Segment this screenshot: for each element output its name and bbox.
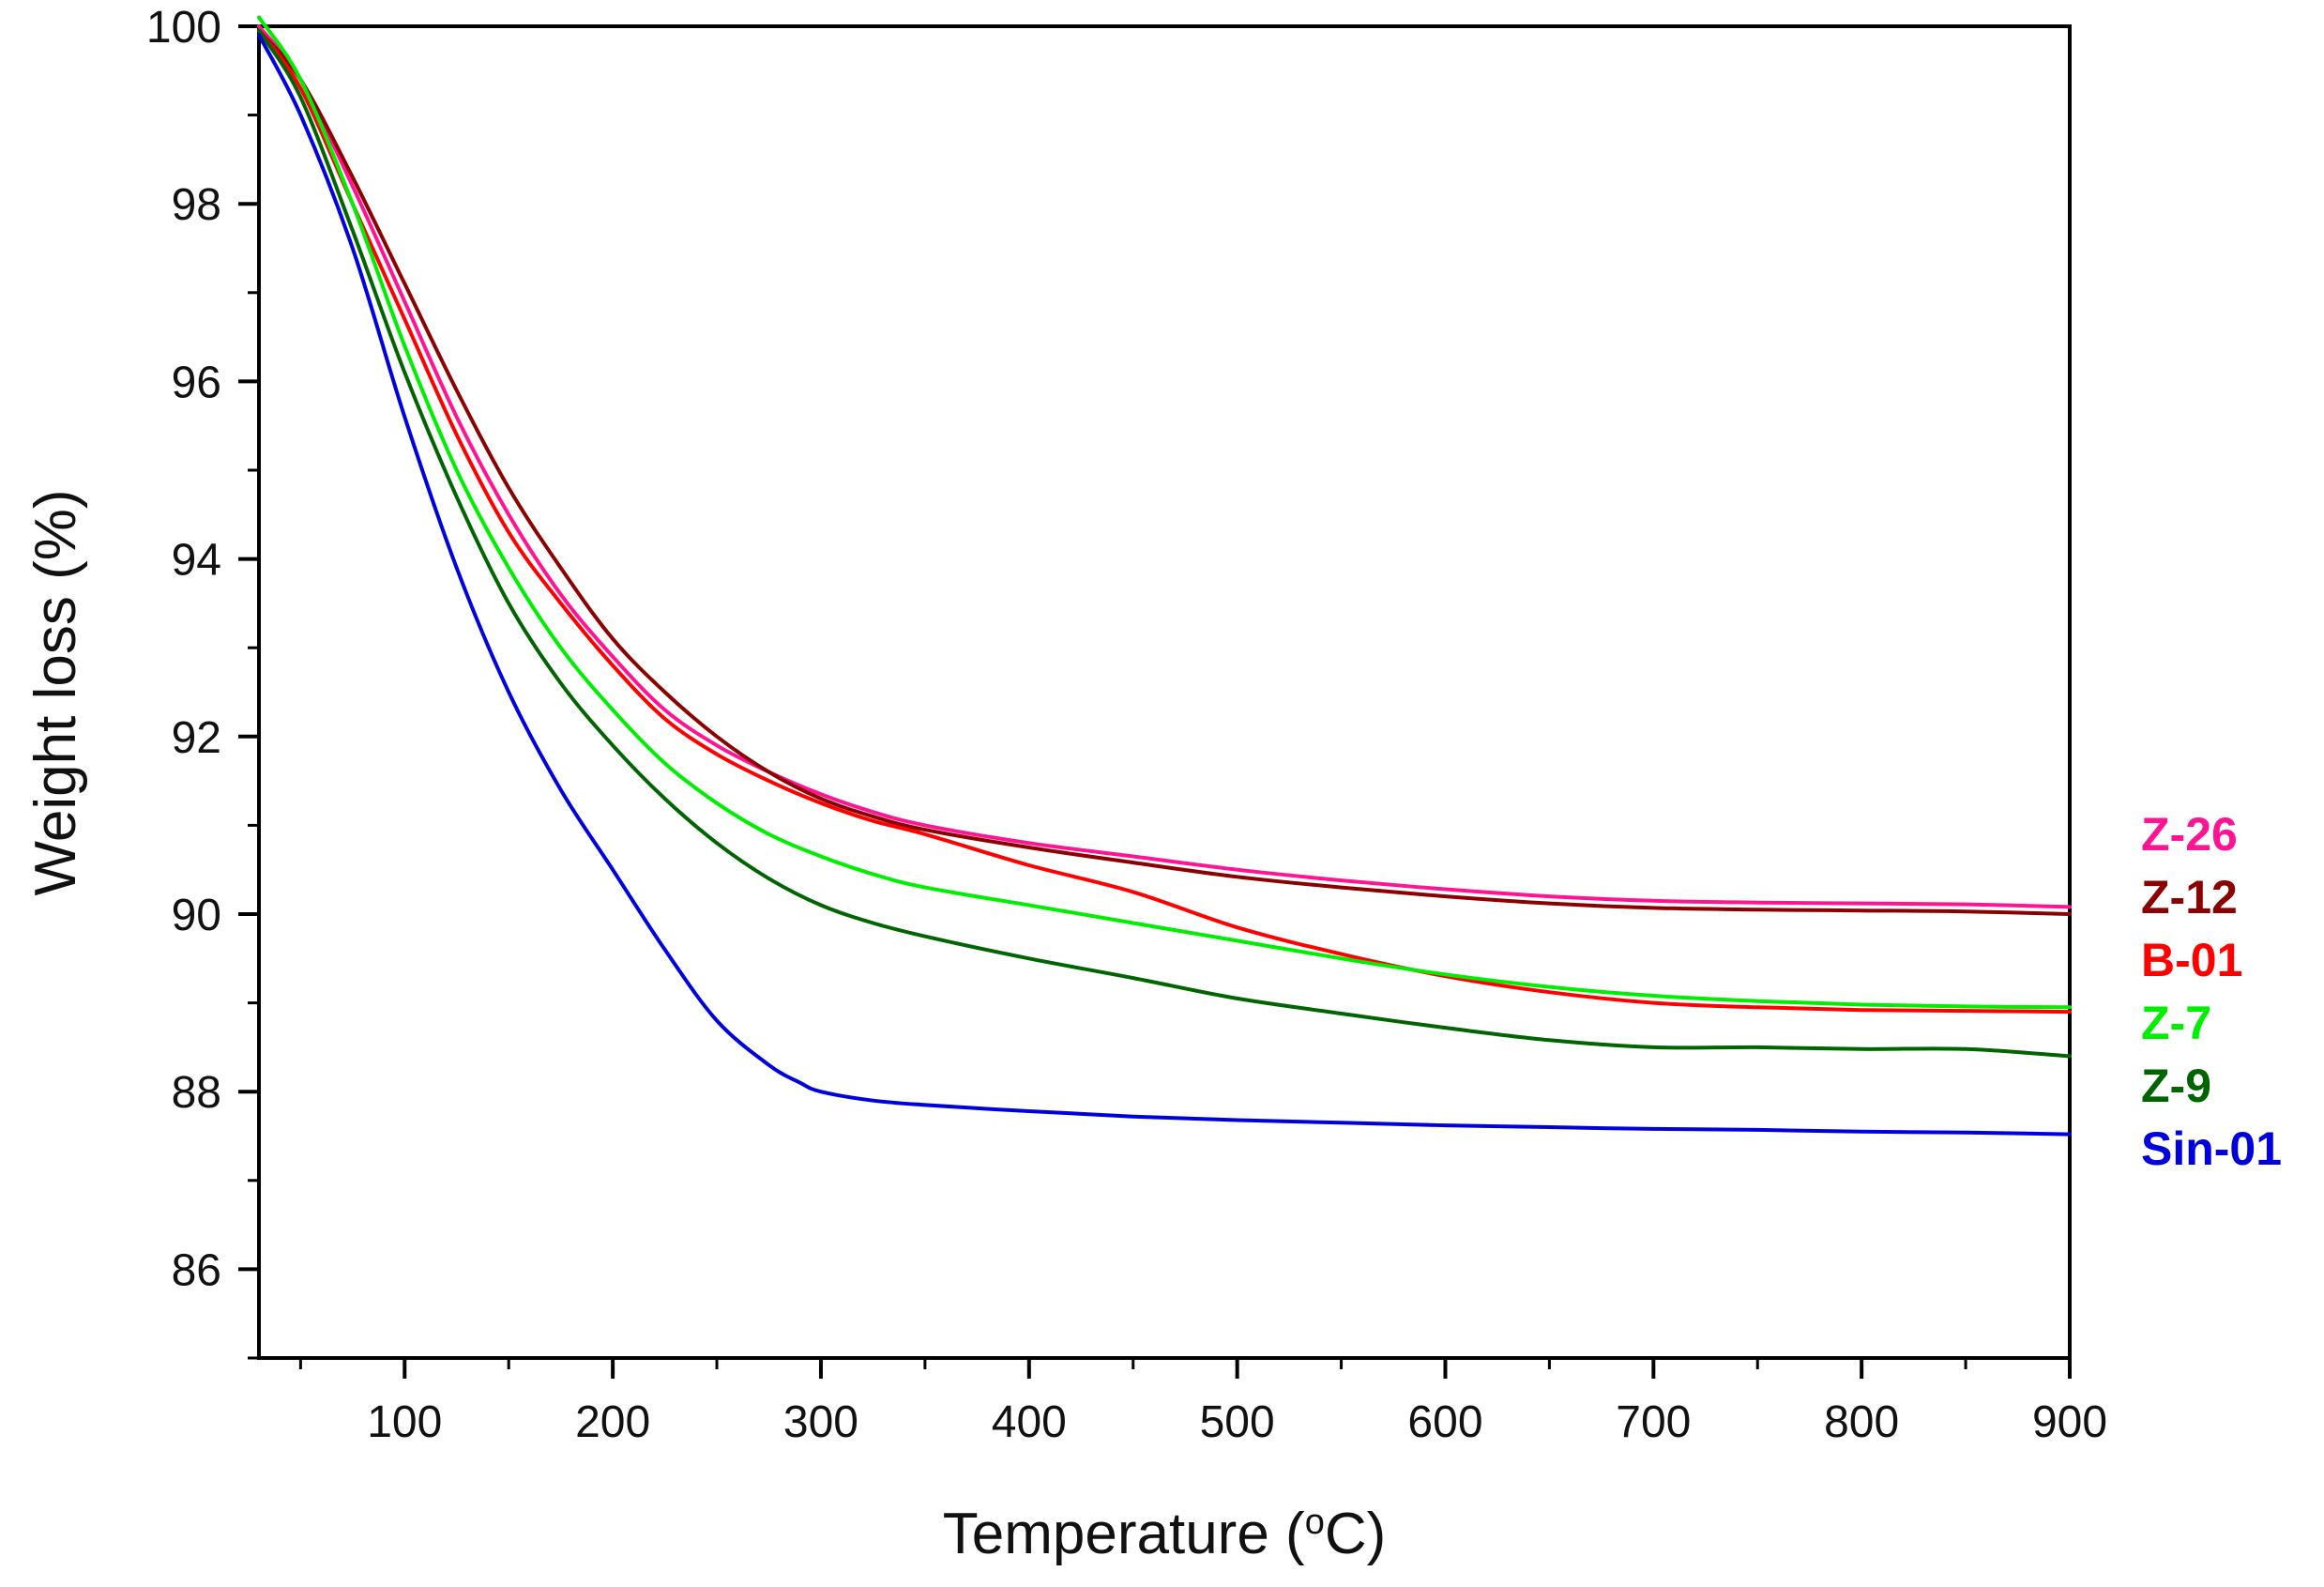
series-line-z-12: [257, 28, 2072, 916]
y-tick-label: 94: [172, 536, 221, 586]
x-tick-label: 200: [575, 1397, 650, 1447]
legend-label-z-7: Z-7: [2141, 997, 2211, 1049]
y-tick-label: 98: [172, 180, 221, 230]
series-line-sin-01: [257, 33, 2072, 1137]
y-tick-label: 86: [172, 1245, 221, 1295]
y-tick-label: 90: [172, 891, 221, 940]
x-tick-label: 400: [992, 1397, 1067, 1447]
legend-label-z-26: Z-26: [2141, 808, 2238, 861]
y-tick-label: 88: [172, 1068, 221, 1118]
legend: Z-26 Z-12 B-01 Z-7 Z-9 Sin-01: [2141, 808, 2282, 1175]
x-tick-label: 600: [1407, 1397, 1482, 1447]
series-line-z-9: [257, 28, 2072, 1059]
axis-ticks: [238, 24, 2072, 1379]
legend-label-b-01: B-01: [2141, 934, 2242, 986]
series-line-b-01: [257, 28, 2072, 1015]
y-tick-label: 92: [172, 713, 221, 763]
legend-label-z-12: Z-12: [2141, 871, 2238, 923]
series-line-z-7: [257, 15, 2072, 1010]
x-tick-label: 100: [367, 1397, 442, 1447]
x-tick-label: 300: [783, 1397, 858, 1447]
y-axis-title: Weight loss (%): [23, 490, 88, 896]
x-tick-label: 900: [2032, 1397, 2107, 1447]
y-tick-label: 96: [172, 358, 221, 407]
y-tick-label: 100: [146, 3, 221, 53]
series-line-z-26: [257, 24, 2072, 909]
legend-label-z-9: Z-9: [2141, 1060, 2211, 1112]
x-tick-label: 800: [1824, 1397, 1899, 1447]
legend-label-sin-01: Sin-01: [2141, 1122, 2282, 1175]
x-axis-title: Temperature (oC): [943, 1502, 1387, 1566]
series-lines: [257, 15, 2072, 1137]
plot-frame: [257, 24, 2072, 1360]
tick-labels: 100 200 300 400 500 600 700 800 900 86 88 90 92 94 96 9…: [146, 3, 2107, 1447]
x-tick-label: 700: [1616, 1397, 1691, 1447]
x-tick-label: 500: [1200, 1397, 1275, 1447]
